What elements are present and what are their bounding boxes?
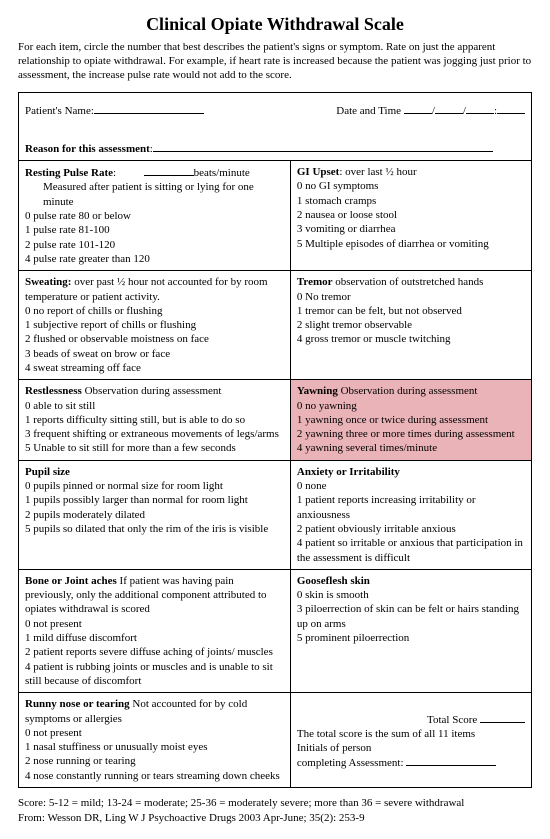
pulse-1: 1 pulse rate 81-100 (25, 224, 110, 236)
gi-title: GI Upset (297, 166, 339, 178)
cell-runny-nose: Runny nose or tearing Not accounted for … (19, 693, 291, 788)
nose-2: 2 nose running or tearing (25, 755, 136, 767)
anx-2: 2 patient obviously irritable anxious (297, 523, 456, 535)
pulse-4: 4 pulse rate greater than 120 (25, 253, 150, 265)
score-legend: Score: 5-12 = mild; 13-24 = moderate; 25… (18, 796, 532, 811)
pupil-5: 5 pupils so dilated that only the rim of… (25, 523, 268, 535)
sweat-title: Sweating: (25, 276, 71, 288)
yawn-0: 0 no yawning (297, 400, 357, 412)
patient-name-label: Patient's Name: (25, 105, 94, 117)
nose-4: 4 nose constantly running or tears strea… (25, 770, 280, 782)
citation: From: Wesson DR, Ling W J Psychoactive D… (18, 811, 532, 826)
pupil-1: 1 pupils possibly larger than normal for… (25, 494, 248, 506)
date-field-3[interactable] (466, 103, 494, 114)
sweat-1: 1 subjective report of chills or flushin… (25, 319, 196, 331)
sweat-3: 3 beads of sweat on brow or face (25, 348, 170, 360)
rest-1: 1 reports difficulty sitting still, but … (25, 414, 245, 426)
reason-label: Reason for this assessment (25, 143, 150, 155)
pulse-title: Resting Pulse Rate (25, 167, 113, 179)
date-field-2[interactable] (435, 103, 463, 114)
pupil-0: 0 pupils pinned or normal size for room … (25, 480, 223, 492)
page-title: Clinical Opiate Withdrawal Scale (18, 14, 532, 35)
bone-0: 0 not present (25, 618, 82, 630)
sweat-2: 2 flushed or observable moistness on fac… (25, 333, 209, 345)
goose-0: 0 skin is smooth (297, 589, 369, 601)
gi-3: 3 vomiting or diarrhea (297, 223, 396, 235)
rest-note: Observation during assessment (82, 385, 222, 397)
gi-5: 5 Multiple episodes of diarrhea or vomit… (297, 238, 489, 250)
rest-title: Restlessness (25, 385, 82, 397)
gi-1: 1 stomach cramps (297, 195, 376, 207)
goose-5: 5 prominent piloerrection (297, 632, 409, 644)
time-field[interactable] (497, 103, 525, 114)
pupil-title: Pupil size (25, 466, 70, 478)
rest-0: 0 able to sit still (25, 400, 95, 412)
goose-title: Gooseflesh skin (297, 575, 370, 587)
patient-name-field[interactable] (94, 103, 204, 114)
cell-restlessness: Restlessness Observation during assessme… (19, 380, 291, 460)
gi-0: 0 no GI symptoms (297, 180, 379, 192)
tremor-2: 2 slight tremor observable (297, 319, 412, 331)
nose-title: Runny nose or tearing (25, 698, 130, 710)
total-note: The total score is the sum of all 11 ite… (297, 728, 475, 740)
pulse-0: 0 pulse rate 80 or below (25, 210, 131, 222)
initials-label-1: Initials of person (297, 742, 372, 754)
rest-5: 5 Unable to sit still for more than a fe… (25, 442, 236, 454)
tremor-title: Tremor (297, 276, 333, 288)
bone-4: 4 patient is rubbing joints or muscles a… (25, 661, 273, 687)
nose-1: 1 nasal stuffiness or unusually moist ey… (25, 741, 208, 753)
anx-1: 1 patient reports increasing irritabilit… (297, 494, 476, 520)
pulse-field[interactable] (144, 165, 194, 176)
cell-gooseflesh: Gooseflesh skin 0 skin is smooth 3 piloe… (290, 569, 531, 692)
datetime-label: Date and Time (336, 105, 401, 117)
total-score-field[interactable] (480, 712, 525, 723)
pulse-note: Measured after patient is sitting or lyi… (25, 180, 284, 209)
cell-pupil: Pupil size 0 pupils pinned or normal siz… (19, 460, 291, 569)
cell-yawning: Yawning Observation during assessment 0 … (290, 380, 531, 460)
tremor-0: 0 No tremor (297, 291, 351, 303)
anx-4: 4 patient so irritable or anxious that p… (297, 537, 523, 563)
sweat-4: 4 sweat streaming off face (25, 362, 141, 374)
initials-label-2: completing Assessment: (297, 757, 404, 769)
pupil-2: 2 pupils moderately dilated (25, 509, 145, 521)
cell-pulse: Resting Pulse Rate: beats/minute Measure… (19, 161, 291, 271)
bone-2: 2 patient reports severe diffuse aching … (25, 646, 273, 658)
scale-table: Patient's Name: Date and Time //: Reason… (18, 92, 532, 788)
anx-0: 0 none (297, 480, 327, 492)
sweat-0: 0 no report of chills or flushing (25, 305, 162, 317)
yawn-title: Yawning (297, 385, 338, 397)
pulse-2: 2 pulse rate 101-120 (25, 239, 115, 251)
intro-text: For each item, circle the number that be… (18, 41, 532, 82)
cell-total: Total Score The total score is the sum o… (290, 693, 531, 788)
cell-anxiety: Anxiety or Irritability 0 none 1 patient… (290, 460, 531, 569)
initials-field[interactable] (406, 755, 496, 766)
tremor-4: 4 gross tremor or muscle twitching (297, 333, 451, 345)
tremor-note: observation of outstretched hands (333, 276, 484, 288)
pulse-unit: beats/minute (194, 167, 250, 179)
yawn-note: Observation during assessment (338, 385, 478, 397)
date-field-1[interactable] (404, 103, 432, 114)
gi-2: 2 nausea or loose stool (297, 209, 397, 221)
cell-gi: GI Upset: over last ½ hour 0 no GI sympt… (290, 161, 531, 271)
rest-3: 3 frequent shifting or extraneous moveme… (25, 428, 279, 440)
cell-tremor: Tremor observation of outstretched hands… (290, 271, 531, 380)
yawn-1: 1 yawning once or twice during assessmen… (297, 414, 488, 426)
bone-title: Bone or Joint aches (25, 575, 117, 587)
tremor-1: 1 tremor can be felt, but not observed (297, 305, 462, 317)
yawn-4: 4 yawning several times/minute (297, 442, 437, 454)
anx-title: Anxiety or Irritability (297, 466, 400, 478)
nose-0: 0 not present (25, 727, 82, 739)
total-score-label: Total Score (427, 714, 477, 726)
gi-note: : over last ½ hour (339, 166, 416, 178)
cell-bone: Bone or Joint aches If patient was havin… (19, 569, 291, 692)
cell-sweating: Sweating: over past ½ hour not accounted… (19, 271, 291, 380)
bone-1: 1 mild diffuse discomfort (25, 632, 137, 644)
yawn-2: 2 yawning three or more times during ass… (297, 428, 515, 440)
goose-3: 3 piloerrection of skin can be felt or h… (297, 603, 519, 629)
reason-field[interactable] (153, 141, 493, 152)
